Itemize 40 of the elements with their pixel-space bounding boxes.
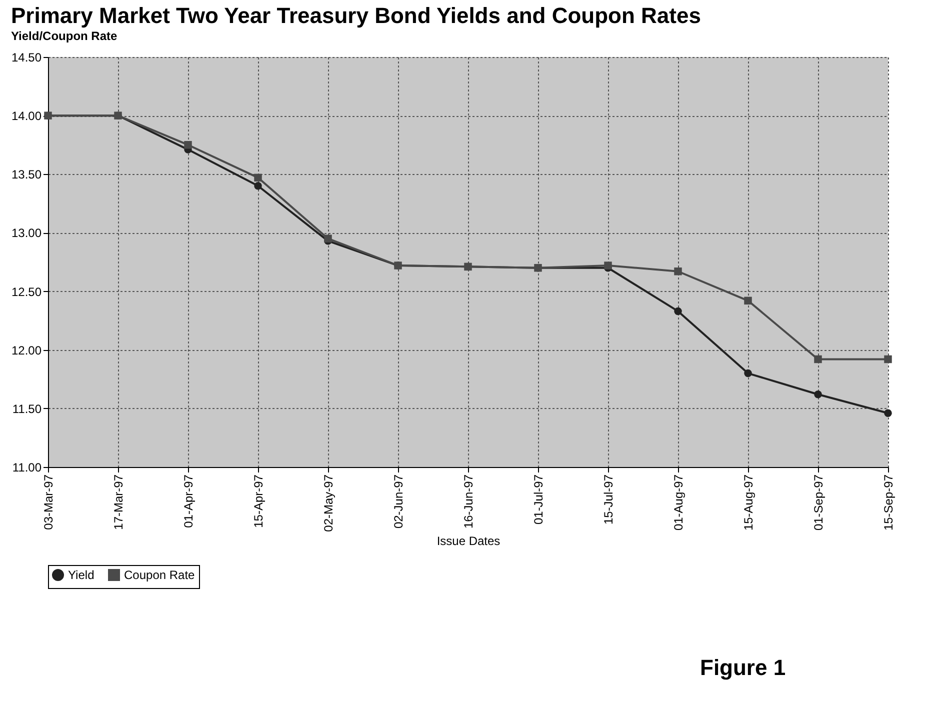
y-tick-label: 12.50 — [11, 284, 42, 299]
y-tick-label: 14.00 — [11, 109, 42, 124]
point — [884, 355, 892, 364]
point — [744, 369, 752, 378]
point — [814, 390, 822, 398]
point — [184, 140, 192, 149]
x-axis-title: Issue Dates — [436, 534, 500, 548]
point — [254, 182, 262, 190]
point — [604, 262, 612, 270]
y-axis-title: Yield/Coupon Rate — [10, 29, 118, 43]
x-tick-label: 15-Jul-97 — [602, 474, 616, 525]
legend-label: Yield — [68, 568, 94, 582]
x-tick-label: 01-Apr-97 — [182, 474, 196, 528]
point — [324, 234, 332, 242]
point — [884, 409, 892, 417]
chart-title: Primary Market Two Year Treasury Bond Yields and Coupon Rates — [10, 3, 701, 28]
point — [674, 268, 682, 276]
y-tick-label: 13.50 — [11, 168, 42, 182]
x-tick-label: 01-Jul-97 — [532, 474, 546, 525]
x-tick-label: 17-Mar-97 — [112, 474, 126, 530]
x-tick-label: 15-Apr-97 — [252, 474, 266, 528]
y-tick-label: 14.50 — [11, 50, 42, 64]
y-tick-label: 11.50 — [12, 402, 42, 416]
x-tick-label: 02-May-97 — [322, 474, 336, 532]
point — [744, 296, 752, 305]
point — [674, 307, 682, 316]
legend-label: Coupon Rate — [124, 568, 196, 582]
x-tick-label: 01-Sep-97 — [812, 474, 826, 531]
x-tick-label: 01-Aug-97 — [672, 474, 686, 531]
point — [254, 174, 262, 182]
x-tick-label: 15-Sep-97 — [882, 474, 896, 531]
y-tick-label: 12.00 — [11, 343, 42, 358]
x-tick-label: 15-Aug-97 — [742, 474, 756, 531]
y-tick-label: 11.00 — [12, 460, 42, 474]
x-tick-label: 03-Mar-97 — [42, 474, 56, 530]
caption: Figure 1 — [700, 655, 786, 681]
point — [814, 355, 822, 364]
y-tick-label: 13.00 — [11, 226, 42, 240]
x-tick-label: 02-Jun-97 — [392, 474, 406, 529]
x-tick-label: 16-Jun-97 — [462, 474, 476, 529]
